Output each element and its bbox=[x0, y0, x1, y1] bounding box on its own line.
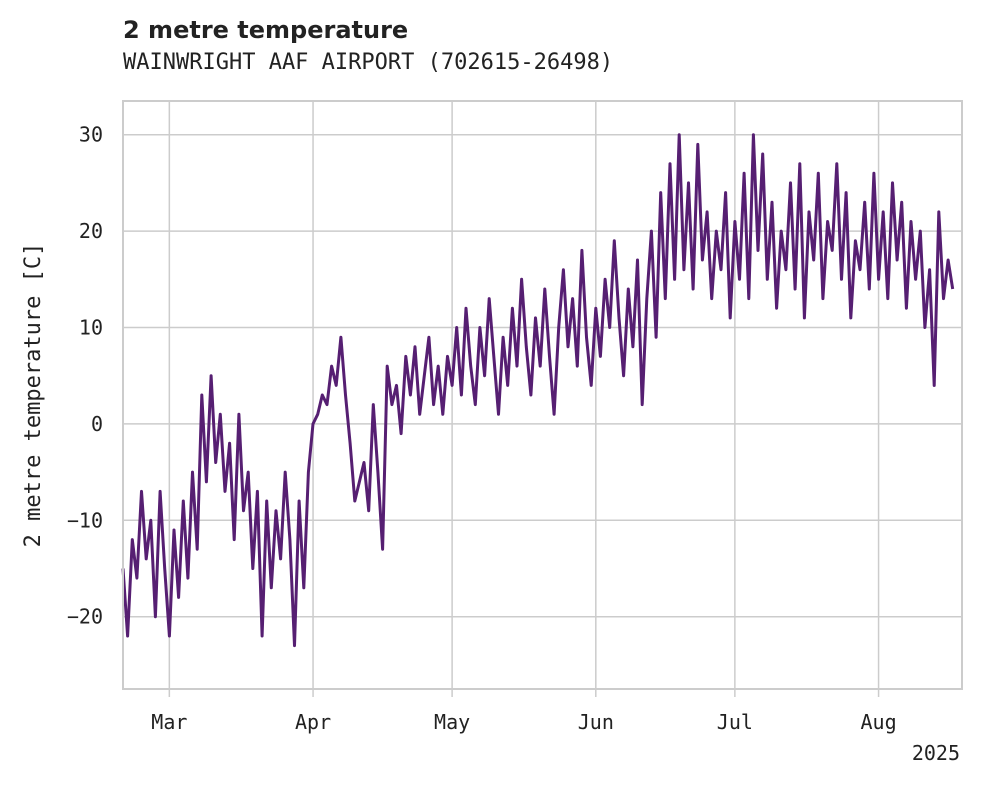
x-tick-label: Jul bbox=[717, 710, 753, 734]
y-tick-label: 20 bbox=[79, 219, 103, 243]
x-axis-year-label: 2025 bbox=[912, 741, 960, 765]
x-axis: Mar Apr May Jun Jul Aug bbox=[151, 689, 897, 734]
x-tick-label: Mar bbox=[151, 710, 187, 734]
y-axis-label: 2 metre temperature [C] bbox=[21, 243, 46, 548]
chart-title: 2 metre temperature bbox=[123, 16, 409, 44]
series-line-0 bbox=[121, 133, 955, 648]
x-tick-label: Aug bbox=[861, 710, 897, 734]
y-tick-label: 30 bbox=[79, 123, 103, 147]
series-layer bbox=[121, 133, 955, 648]
chart-subtitle: WAINWRIGHT AAF AIRPORT (702615-26498) bbox=[123, 50, 614, 75]
x-tick-label: Apr bbox=[295, 710, 331, 734]
x-tick-label: May bbox=[434, 710, 470, 734]
y-tick-label: −10 bbox=[67, 508, 103, 532]
plot-frame bbox=[122, 100, 963, 690]
x-tick-label: Jun bbox=[578, 710, 614, 734]
y-tick-label: 0 bbox=[91, 412, 103, 436]
y-tick-label: −20 bbox=[67, 605, 103, 629]
y-axis: 30 20 10 0 −10 −20 bbox=[67, 123, 103, 629]
y-tick-label: 10 bbox=[79, 316, 103, 340]
